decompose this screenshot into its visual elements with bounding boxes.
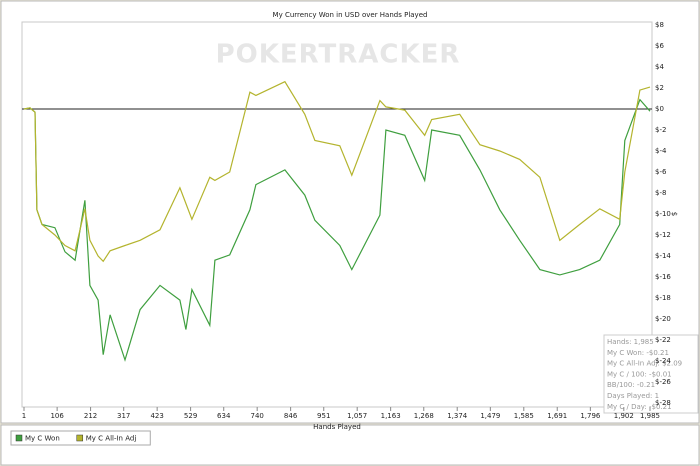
y-tick-label: $-2 [655, 126, 666, 134]
y-tick-label: $2 [655, 84, 664, 92]
x-tick-label: 740 [250, 412, 263, 420]
x-tick-label: 1,585 [514, 412, 534, 420]
y-tick-label: $-20 [655, 315, 671, 323]
legend-label: My C Won [25, 435, 60, 443]
x-tick-label: 1,268 [414, 412, 434, 420]
tooltip-line: BB/100: -0.21 [607, 381, 655, 389]
y-tick-label: $4 [655, 63, 664, 71]
legend-box [10, 430, 151, 446]
y-tick-label: $6 [655, 42, 664, 50]
x-tick-label: 1,057 [347, 412, 367, 420]
x-tick-label: 317 [117, 412, 130, 420]
legend-label: My C All-In Adj [86, 435, 137, 443]
y-tick-label: $-12 [655, 231, 671, 239]
y-tick-label: $-24 [655, 357, 671, 365]
plot-frame [21, 21, 653, 408]
x-tick-label: 951 [317, 412, 330, 420]
x-tick-label: 1,902 [614, 412, 634, 420]
y-tick-label: $-22 [655, 336, 671, 344]
x-tick-label: 846 [284, 412, 298, 420]
y-tick-label: $-16 [655, 273, 671, 281]
x-tick-label: 1,985 [640, 412, 660, 420]
x-tick-label: 1 [22, 412, 26, 420]
tooltip: Hands: 1,985 My C Won: -$0.21 My C All-In … [603, 334, 699, 414]
tooltip-box [603, 334, 699, 414]
x-axis-label: Hands Played [313, 423, 361, 431]
y-tick-label: $-10 [655, 210, 671, 218]
y-tick-label: $-28 [655, 399, 671, 407]
x-tick-label: 1,796 [580, 412, 601, 420]
legend-swatch [76, 434, 84, 442]
x-tick-label: 212 [84, 412, 97, 420]
x-tick-label: 106 [50, 412, 64, 420]
tooltip-line: Hands: 1,985 [607, 338, 654, 346]
tooltip-line: My C / 100: -$0.01 [607, 370, 672, 378]
tooltip-line: My C / Day: -$0.21 [607, 403, 672, 411]
y-tick-label: $-14 [655, 252, 671, 260]
x-tick-label: 1,163 [381, 412, 401, 420]
y-tick-label: $-26 [655, 378, 671, 386]
x-tick-label: 1,479 [480, 412, 500, 420]
chart-background [0, 0, 700, 424]
y-tick-label: $-6 [655, 168, 667, 176]
tooltip-line: My C All-In Adj: $2.09 [607, 360, 682, 368]
legend-swatch [15, 434, 23, 442]
y-tick-label: $8 [655, 21, 664, 29]
x-tick-label: 423 [150, 412, 163, 420]
y-axis-label: $ [670, 212, 678, 216]
y-tick-label: $-8 [655, 189, 666, 197]
series-line [23, 80, 651, 263]
y-tick-label: $-18 [655, 294, 671, 302]
watermark: POKERTRACKER [216, 40, 461, 70]
tooltip-line: Days Played: 1 [607, 392, 659, 400]
x-tick-label: 634 [217, 412, 231, 420]
x-tick-label: 1,374 [447, 412, 468, 420]
x-tick-label: 529 [184, 412, 197, 420]
x-tick-label: 1,691 [547, 412, 567, 420]
chart-title: My Currency Won in USD over Hands Played [273, 11, 428, 19]
y-tick-label: $0 [655, 105, 664, 113]
tooltip-line: My C Won: -$0.21 [607, 349, 669, 357]
y-tick-label: $-4 [655, 147, 667, 155]
